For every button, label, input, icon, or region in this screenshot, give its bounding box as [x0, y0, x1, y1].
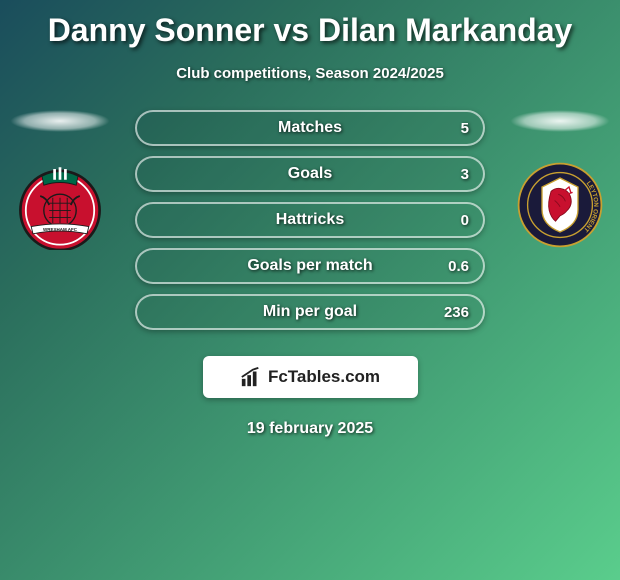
- comparison-card: Danny Sonner vs Dilan Markanday Club com…: [0, 0, 620, 580]
- stats-list: Matches 5 Goals 3 Hattricks 0 Goals per …: [135, 110, 485, 340]
- page-title: Danny Sonner vs Dilan Markanday: [0, 0, 620, 49]
- stat-row: Hattricks 0: [135, 202, 485, 238]
- stat-row: Goals 3: [135, 156, 485, 192]
- stat-label: Hattricks: [276, 211, 344, 229]
- shadow-ellipse-left: [10, 110, 110, 132]
- chart-icon: [240, 366, 262, 388]
- stat-right-value: 0: [461, 212, 469, 229]
- stat-label: Matches: [278, 119, 342, 137]
- content-row: WREXHAM AFC Matches 5 Goals 3 Hattricks …: [0, 110, 620, 340]
- stat-label: Goals: [288, 165, 332, 183]
- stat-row: Min per goal 236: [135, 294, 485, 330]
- brand-text: FcTables.com: [268, 367, 380, 387]
- shadow-ellipse-right: [510, 110, 610, 132]
- brand-badge: FcTables.com: [203, 356, 418, 398]
- stat-row: Goals per match 0.6: [135, 248, 485, 284]
- stat-label: Goals per match: [247, 257, 372, 275]
- club-badge-left: WREXHAM AFC: [15, 160, 105, 250]
- right-column: LEYTON ORIENT: [505, 110, 615, 250]
- stat-right-value: 5: [461, 120, 469, 137]
- stat-right-value: 3: [461, 166, 469, 183]
- stat-row: Matches 5: [135, 110, 485, 146]
- svg-text:WREXHAM AFC: WREXHAM AFC: [43, 227, 78, 232]
- stat-right-value: 236: [444, 304, 469, 321]
- stat-right-value: 0.6: [448, 258, 469, 275]
- subtitle: Club competitions, Season 2024/2025: [0, 65, 620, 82]
- club-badge-right: LEYTON ORIENT: [515, 160, 605, 250]
- stat-label: Min per goal: [263, 303, 357, 321]
- date-text: 19 february 2025: [0, 420, 620, 438]
- left-column: WREXHAM AFC: [5, 110, 115, 250]
